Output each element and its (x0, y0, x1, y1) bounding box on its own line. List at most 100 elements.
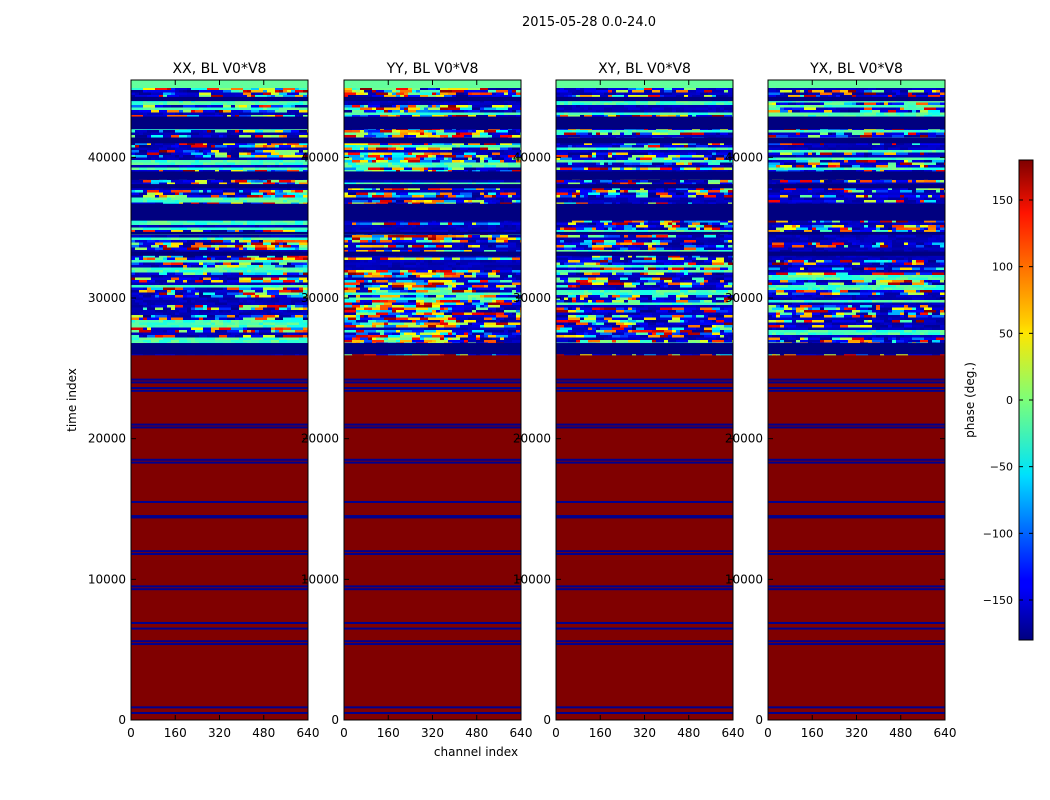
saturated-region (768, 354, 945, 720)
flag-row (768, 500, 945, 503)
flag-row (768, 461, 945, 464)
flagged-band (768, 203, 945, 221)
flagged-band (131, 251, 308, 256)
flag-row (768, 640, 945, 643)
colorbar-tick-label: 150 (992, 194, 1013, 207)
flag-row (556, 711, 733, 714)
x-tick-label: 640 (510, 726, 533, 740)
flagged-band (556, 251, 733, 256)
x-tick-label: 0 (552, 726, 560, 740)
panel-title: XX, BL V0*V8 (173, 61, 267, 77)
flag-row (344, 627, 521, 630)
flagged-band (768, 171, 945, 180)
colorbar-tick-label: −150 (983, 594, 1013, 607)
flag-row (556, 640, 733, 643)
flag-row (344, 461, 521, 464)
flag-row (344, 516, 521, 519)
flag-row (344, 643, 521, 646)
flag-row (131, 500, 308, 503)
flag-row (344, 640, 521, 643)
x-tick-label: 480 (252, 726, 275, 740)
flag-row (131, 515, 308, 518)
flag-row (344, 588, 521, 591)
flag-row (556, 387, 733, 390)
y-tick-label: 20000 (88, 432, 126, 446)
x-tick-label: 320 (633, 726, 656, 740)
y-tick-label: 0 (755, 713, 763, 727)
panel-3: YX, BL V0*V8 0 160 320 480 640 0 10000 20000 3000… (725, 61, 957, 740)
flag-row (131, 621, 308, 624)
flag-row (556, 588, 733, 591)
flagged-band (556, 203, 733, 221)
flag-row (131, 640, 308, 643)
flag-row (556, 627, 733, 630)
flagged-band (344, 96, 521, 102)
flag-row (768, 585, 945, 588)
flag-row (344, 381, 521, 384)
flagged-band (556, 116, 733, 130)
y-tick-label: 20000 (301, 432, 339, 446)
heatmap-cells (556, 80, 733, 720)
flag-row (556, 389, 733, 392)
flag-row (131, 378, 308, 381)
heatmap-cells (131, 80, 308, 720)
flag-row (344, 500, 521, 503)
flag-row (768, 643, 945, 646)
flag-row (131, 643, 308, 646)
flag-row (344, 621, 521, 624)
flagged-band (556, 96, 733, 102)
y-tick-label: 40000 (301, 150, 339, 164)
flag-row (344, 387, 521, 390)
x-axis-label: channel index (434, 745, 518, 759)
panel-title: XY, BL V0*V8 (598, 61, 691, 77)
flag-row (131, 381, 308, 384)
flag-row (768, 588, 945, 591)
flag-row (556, 621, 733, 624)
flagged-band (131, 137, 308, 144)
flag-row (131, 387, 308, 390)
colorbar-tick-label: −100 (983, 527, 1013, 540)
y-tick-label: 30000 (301, 291, 339, 305)
x-tick-label: 160 (801, 726, 824, 740)
flagged-band (768, 116, 945, 130)
figure-title: 2015-05-28 0.0-24.0 (522, 15, 656, 30)
flag-row (556, 426, 733, 429)
flagged-band (131, 203, 308, 221)
flag-row (344, 711, 521, 714)
flagged-band (556, 171, 733, 180)
flag-row (131, 458, 308, 461)
flagged-band (131, 343, 308, 355)
flagged-band (556, 343, 733, 355)
flag-row (556, 500, 733, 503)
flag-row (131, 585, 308, 588)
y-tick-label: 10000 (301, 572, 339, 586)
flagged-band (768, 184, 945, 189)
flag-row (768, 706, 945, 709)
y-axis-label: time index (65, 368, 79, 432)
flag-row (131, 588, 308, 591)
flag-row (131, 706, 308, 709)
colorbar-label: phase (deg.) (963, 362, 977, 438)
flag-row (768, 515, 945, 518)
colorbar-tick-label: 50 (999, 327, 1013, 340)
flag-row (768, 423, 945, 426)
x-tick-label: 160 (589, 726, 612, 740)
x-tick-label: 320 (421, 726, 444, 740)
flagged-band (131, 116, 308, 130)
x-tick-label: 160 (377, 726, 400, 740)
y-tick-label: 0 (543, 713, 551, 727)
flag-row (556, 550, 733, 553)
flagged-band (768, 137, 945, 144)
flag-row (344, 585, 521, 588)
flag-row (768, 426, 945, 429)
y-tick-label: 30000 (725, 291, 763, 305)
flagged-band (768, 251, 945, 256)
flag-row (556, 458, 733, 461)
flagged-band (556, 231, 733, 235)
x-tick-label: 320 (845, 726, 868, 740)
x-tick-label: 640 (722, 726, 745, 740)
flagged-band (344, 171, 521, 180)
flag-row (131, 426, 308, 429)
x-tick-label: 640 (297, 726, 320, 740)
flag-row (768, 381, 945, 384)
